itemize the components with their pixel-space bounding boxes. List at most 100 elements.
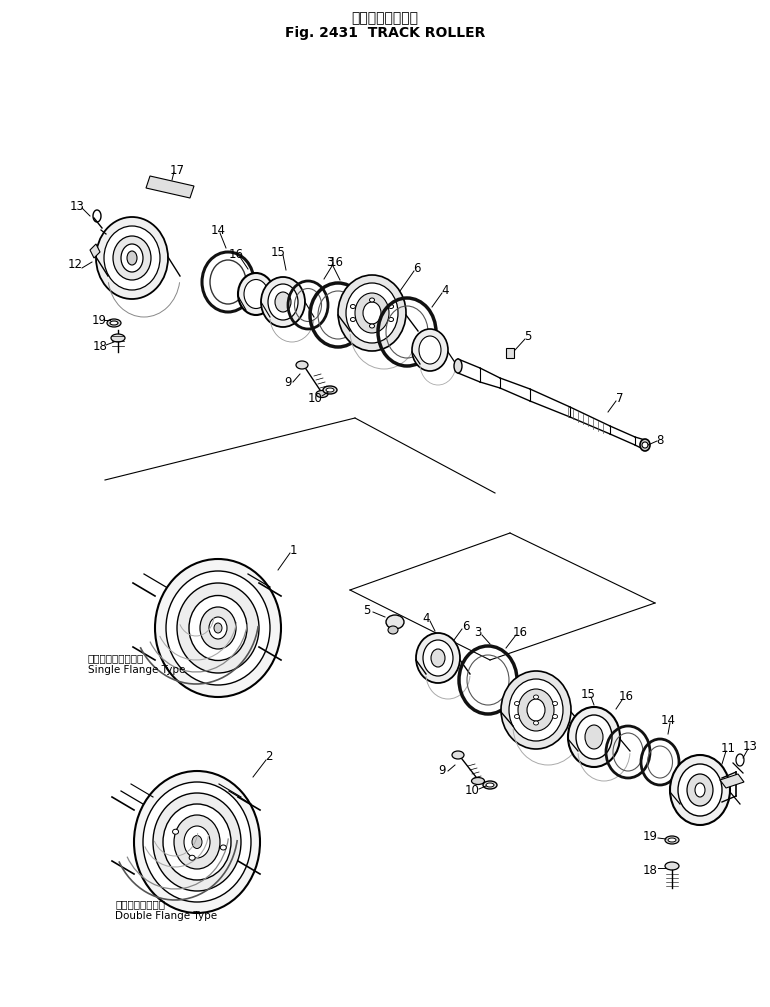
Ellipse shape bbox=[163, 804, 231, 880]
Ellipse shape bbox=[668, 838, 676, 842]
Ellipse shape bbox=[665, 862, 679, 870]
Ellipse shape bbox=[534, 695, 538, 699]
Text: 5: 5 bbox=[524, 329, 532, 342]
Ellipse shape bbox=[370, 298, 374, 302]
Ellipse shape bbox=[172, 829, 179, 834]
Ellipse shape bbox=[350, 317, 356, 321]
Ellipse shape bbox=[553, 702, 557, 706]
Ellipse shape bbox=[113, 236, 151, 280]
Text: 2: 2 bbox=[265, 750, 273, 763]
Ellipse shape bbox=[363, 302, 381, 324]
Ellipse shape bbox=[200, 607, 236, 649]
Ellipse shape bbox=[355, 293, 389, 333]
Ellipse shape bbox=[416, 633, 460, 683]
Text: 13: 13 bbox=[69, 199, 85, 212]
Ellipse shape bbox=[568, 707, 620, 767]
Ellipse shape bbox=[338, 275, 406, 351]
Ellipse shape bbox=[244, 280, 268, 308]
Text: 16: 16 bbox=[618, 691, 634, 704]
Text: 18: 18 bbox=[92, 339, 108, 352]
Polygon shape bbox=[90, 244, 100, 258]
Ellipse shape bbox=[323, 386, 337, 394]
Ellipse shape bbox=[483, 781, 497, 789]
Text: 8: 8 bbox=[656, 433, 664, 446]
Text: 14: 14 bbox=[661, 714, 675, 726]
Ellipse shape bbox=[678, 764, 722, 816]
Ellipse shape bbox=[419, 336, 441, 364]
Text: 4: 4 bbox=[441, 284, 449, 296]
Text: 16: 16 bbox=[513, 625, 527, 638]
Ellipse shape bbox=[423, 640, 453, 676]
Text: ダブルフランジ型: ダブルフランジ型 bbox=[115, 899, 165, 909]
Text: シングルフランジ型: シングルフランジ型 bbox=[88, 653, 144, 663]
Ellipse shape bbox=[501, 671, 571, 749]
Ellipse shape bbox=[514, 715, 520, 719]
Ellipse shape bbox=[576, 715, 612, 759]
Ellipse shape bbox=[107, 319, 121, 327]
Polygon shape bbox=[506, 348, 514, 358]
Ellipse shape bbox=[96, 217, 168, 299]
Ellipse shape bbox=[346, 283, 398, 343]
Text: 17: 17 bbox=[169, 163, 185, 176]
Text: Fig. 2431  TRACK ROLLER: Fig. 2431 TRACK ROLLER bbox=[285, 26, 485, 40]
Ellipse shape bbox=[316, 391, 328, 398]
Ellipse shape bbox=[261, 277, 305, 327]
Text: 5: 5 bbox=[363, 603, 370, 616]
Text: 11: 11 bbox=[721, 741, 735, 754]
Text: 15: 15 bbox=[270, 246, 286, 259]
Ellipse shape bbox=[389, 317, 393, 321]
Text: 10: 10 bbox=[307, 392, 323, 405]
Text: Single Flange Type: Single Flange Type bbox=[88, 665, 186, 675]
Ellipse shape bbox=[386, 615, 404, 629]
Text: 4: 4 bbox=[422, 611, 430, 624]
Ellipse shape bbox=[238, 273, 274, 315]
Ellipse shape bbox=[143, 782, 251, 902]
Text: 7: 7 bbox=[616, 392, 624, 405]
Text: 16: 16 bbox=[229, 248, 243, 261]
Ellipse shape bbox=[326, 388, 334, 392]
Ellipse shape bbox=[214, 623, 222, 633]
Text: トラック　ローラ: トラック ローラ bbox=[351, 11, 419, 25]
Text: 19: 19 bbox=[642, 830, 658, 843]
Ellipse shape bbox=[412, 329, 448, 371]
Text: 15: 15 bbox=[581, 688, 595, 701]
Ellipse shape bbox=[275, 292, 291, 312]
Ellipse shape bbox=[192, 836, 202, 849]
Ellipse shape bbox=[174, 815, 220, 869]
Text: 16: 16 bbox=[329, 257, 343, 270]
Text: 19: 19 bbox=[92, 313, 106, 326]
Ellipse shape bbox=[486, 783, 494, 787]
Ellipse shape bbox=[189, 595, 247, 661]
Ellipse shape bbox=[509, 679, 563, 741]
Ellipse shape bbox=[166, 571, 270, 685]
Text: 3: 3 bbox=[326, 257, 333, 270]
Ellipse shape bbox=[553, 715, 557, 719]
Ellipse shape bbox=[534, 721, 538, 725]
Text: 6: 6 bbox=[413, 262, 420, 275]
Ellipse shape bbox=[452, 751, 464, 759]
Ellipse shape bbox=[687, 774, 713, 806]
Text: Double Flange Type: Double Flange Type bbox=[115, 911, 217, 921]
Ellipse shape bbox=[431, 649, 445, 667]
Ellipse shape bbox=[209, 617, 227, 639]
Ellipse shape bbox=[189, 855, 195, 860]
Ellipse shape bbox=[121, 244, 143, 272]
Ellipse shape bbox=[104, 226, 160, 290]
Ellipse shape bbox=[177, 583, 259, 673]
Ellipse shape bbox=[388, 626, 398, 634]
Text: 13: 13 bbox=[742, 739, 758, 752]
Ellipse shape bbox=[134, 771, 260, 913]
Ellipse shape bbox=[518, 689, 554, 731]
Ellipse shape bbox=[471, 777, 484, 784]
Text: 9: 9 bbox=[438, 764, 446, 777]
Text: 14: 14 bbox=[210, 224, 226, 237]
Text: 6: 6 bbox=[462, 619, 470, 632]
Ellipse shape bbox=[665, 836, 679, 844]
Ellipse shape bbox=[350, 304, 356, 308]
Ellipse shape bbox=[296, 361, 308, 369]
Ellipse shape bbox=[640, 439, 650, 451]
Ellipse shape bbox=[389, 304, 393, 308]
Polygon shape bbox=[720, 774, 744, 788]
Ellipse shape bbox=[527, 699, 545, 721]
Ellipse shape bbox=[184, 826, 210, 858]
